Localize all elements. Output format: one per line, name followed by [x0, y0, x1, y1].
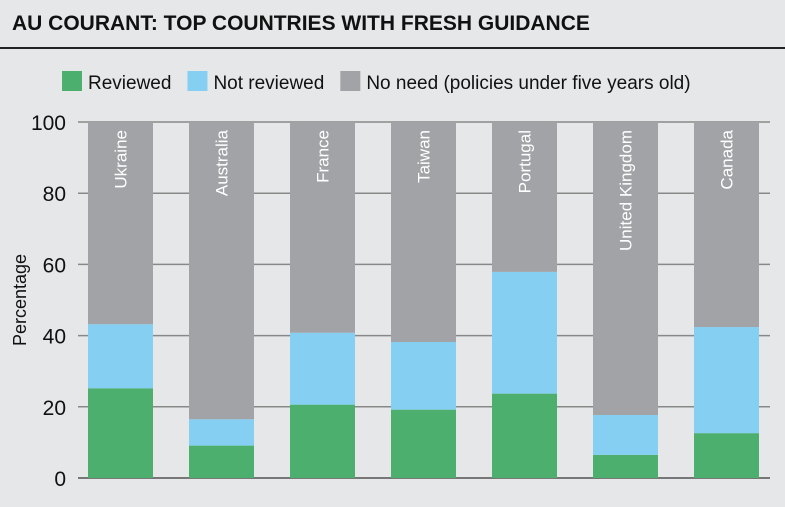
bar-segment [694, 122, 759, 328]
bar-segment [290, 404, 355, 478]
bar-segment [492, 122, 557, 272]
category-label: Ukraine [112, 130, 131, 189]
y-tick-label: 80 [43, 183, 66, 206]
bar-segment [391, 122, 456, 343]
legend-swatch [340, 71, 361, 91]
y-tick-label: 100 [31, 112, 66, 135]
y-axis-label: Percentage [10, 254, 30, 346]
legend-label: No need (policies under five years old) [366, 73, 690, 94]
bar-segment [88, 324, 153, 389]
category-labels: Ukraine Australia France Taiwan Portugal Unit… [112, 129, 737, 251]
legend: Reviewed Not reviewed No need (policies un… [62, 71, 691, 94]
y-tick-label: 60 [43, 254, 66, 277]
legend-label: Not reviewed [213, 73, 324, 94]
category-label: France [314, 130, 333, 183]
bar-segment [290, 332, 355, 405]
y-tick-label: 0 [54, 468, 66, 491]
legend-swatch [62, 71, 82, 91]
category-label: Portugal [516, 130, 535, 193]
bar-segment [391, 409, 456, 478]
bar-segment [492, 271, 557, 394]
bar-segment [189, 122, 254, 420]
bars [88, 122, 759, 478]
bar-segment [290, 122, 355, 333]
bar-segment [391, 342, 456, 410]
chart-title: AU COURANT: TOP COUNTRIES WITH FRESH GUI… [12, 12, 590, 35]
bar-segment [593, 414, 658, 455]
category-label: United Kingdom [617, 130, 636, 251]
category-label: Canada [718, 129, 737, 189]
bar-segment [189, 419, 254, 446]
category-label: Taiwan [415, 130, 434, 183]
bar-segment [492, 393, 557, 478]
y-tick-label: 40 [43, 326, 66, 349]
category-label: Australia [213, 129, 232, 196]
bar-segment [593, 454, 658, 478]
bar-segment [694, 433, 759, 478]
bar-segment [189, 445, 254, 478]
legend-swatch [187, 71, 208, 91]
bar-segment [88, 122, 153, 325]
legend-label: Reviewed [88, 73, 171, 94]
bar-segment [88, 388, 153, 478]
bar-segment [593, 122, 658, 415]
bar-segment [694, 327, 759, 434]
y-tick-label: 20 [43, 397, 66, 420]
